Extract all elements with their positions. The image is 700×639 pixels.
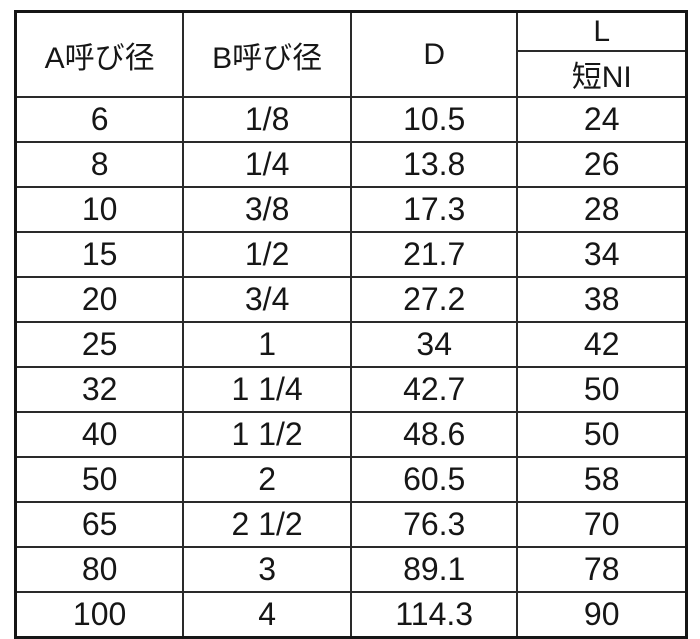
table-row: 80 3 89.1 78	[14, 546, 688, 593]
table-row: 40 1 1/2 48.6 50	[14, 411, 688, 458]
cell-d: 89.1	[349, 546, 519, 593]
cell-a-size: 50	[14, 456, 185, 503]
cell-l-short: 78	[516, 546, 688, 593]
cell-l-short: 42	[516, 321, 688, 368]
cell-d: 27.2	[349, 276, 519, 323]
table-row: 32 1 1/4 42.7 50	[14, 366, 688, 413]
cell-l-short: 38	[516, 276, 688, 323]
cell-b-size: 3/8	[182, 186, 352, 233]
cell-b-size: 2 1/2	[182, 501, 352, 548]
cell-l-short: 70	[516, 501, 688, 548]
table-row: 50 2 60.5 58	[14, 456, 688, 503]
cell-b-size: 2	[182, 456, 352, 503]
cell-b-size: 1/4	[182, 141, 352, 188]
table-row: 20 3/4 27.2 38	[14, 276, 688, 323]
cell-l-short: 50	[516, 411, 688, 458]
cell-l-short: 34	[516, 231, 688, 278]
table-row: 8 1/4 13.8 26	[14, 141, 688, 188]
cell-a-size: 40	[14, 411, 185, 458]
header-row-sub: 短NI	[16, 50, 688, 98]
cell-a-size: 15	[14, 231, 185, 278]
header-l: L	[516, 10, 688, 52]
cell-a-size: 10	[14, 186, 185, 233]
table-row: 15 1/2 21.7 34	[14, 231, 688, 278]
header-a-nominal-diameter: A呼び径	[14, 10, 185, 98]
cell-l-short: 58	[516, 456, 688, 503]
cell-d: 42.7	[349, 366, 519, 413]
cell-a-size: 8	[14, 141, 185, 188]
cell-l-short: 90	[516, 591, 688, 639]
cell-a-size: 65	[14, 501, 185, 548]
cell-b-size: 1/2	[182, 231, 352, 278]
cell-a-size: 100	[14, 591, 185, 639]
cell-l-short: 50	[516, 366, 688, 413]
header-b-nominal-diameter: B呼び径	[182, 10, 352, 98]
table-row: 65 2 1/2 76.3 70	[14, 501, 688, 548]
cell-d: 60.5	[349, 456, 519, 503]
cell-b-size: 3	[182, 546, 352, 593]
cell-a-size: 25	[14, 321, 185, 368]
cell-d: 76.3	[349, 501, 519, 548]
cell-d: 48.6	[349, 411, 519, 458]
cell-l-short: 28	[516, 186, 688, 233]
cell-l-short: 24	[516, 96, 688, 143]
table-row: 100 4 114.3 90	[14, 591, 688, 639]
cell-a-size: 6	[14, 96, 185, 143]
cell-a-size: 80	[14, 546, 185, 593]
cell-d: 10.5	[349, 96, 519, 143]
cell-d: 17.3	[349, 186, 519, 233]
cell-b-size: 1/8	[182, 96, 352, 143]
cell-d: 21.7	[349, 231, 519, 278]
header-d: D	[349, 10, 519, 98]
cell-b-size: 4	[182, 591, 352, 639]
cell-b-size: 1	[182, 321, 352, 368]
table-row: 6 1/8 10.5 24	[14, 96, 688, 143]
header-l-short-nipple: 短NI	[516, 50, 688, 98]
table-row: 10 3/8 17.3 28	[14, 186, 688, 233]
cell-b-size: 1 1/2	[182, 411, 352, 458]
header-row-top: A呼び径 B呼び径 D L	[14, 10, 688, 98]
cell-b-size: 1 1/4	[182, 366, 352, 413]
cell-l-short: 26	[516, 141, 688, 188]
cell-d: 13.8	[349, 141, 519, 188]
cell-b-size: 3/4	[182, 276, 352, 323]
dimension-table: A呼び径 B呼び径 D L 短NI 6 1/8 10.5 24 8 1/4 13…	[14, 10, 688, 639]
table-row: 25 1 34 42	[14, 321, 688, 368]
cell-d: 114.3	[349, 591, 519, 639]
cell-d: 34	[349, 321, 519, 368]
cell-a-size: 32	[14, 366, 185, 413]
cell-a-size: 20	[14, 276, 185, 323]
